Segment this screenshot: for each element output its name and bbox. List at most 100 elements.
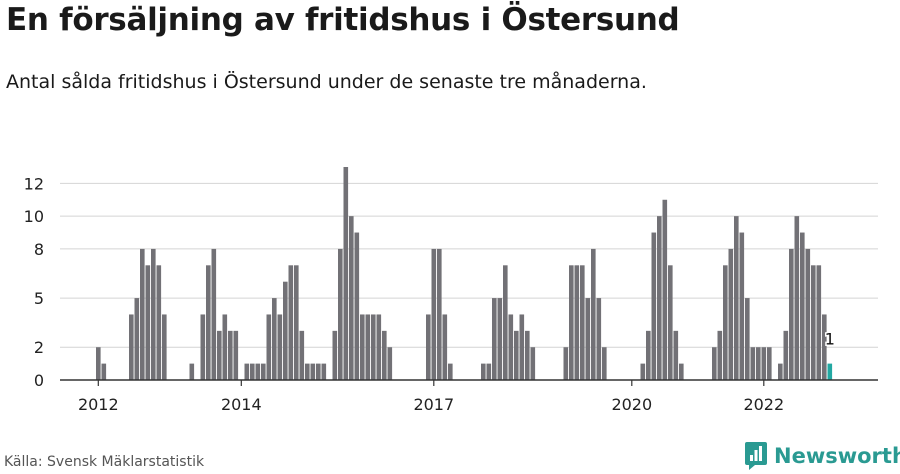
bar	[365, 314, 371, 380]
y-tick-label: 2	[34, 338, 44, 357]
bar	[332, 330, 338, 380]
bar	[591, 248, 596, 380]
bar	[712, 347, 717, 380]
bar	[723, 265, 728, 380]
bar	[497, 298, 503, 380]
bar	[217, 330, 222, 380]
bar	[508, 314, 514, 380]
bar	[503, 265, 508, 380]
bar	[244, 363, 250, 380]
bar	[734, 216, 739, 380]
bar	[426, 314, 431, 380]
bar	[585, 298, 591, 380]
bar	[717, 330, 723, 380]
bar	[431, 248, 437, 380]
bar	[640, 363, 646, 380]
bar	[651, 232, 657, 380]
bar	[261, 363, 266, 380]
bar	[101, 363, 107, 380]
bar	[250, 363, 255, 380]
bar	[200, 314, 206, 380]
bar	[96, 347, 101, 380]
bar	[767, 347, 772, 380]
bar	[519, 314, 525, 380]
bar	[211, 248, 217, 380]
bar	[266, 314, 272, 380]
y-tick-label: 12	[24, 174, 44, 193]
bar	[349, 216, 354, 380]
bar	[448, 363, 453, 380]
bar	[233, 330, 239, 380]
bar	[492, 298, 497, 380]
bar	[189, 363, 195, 380]
bar	[789, 248, 794, 380]
bar	[602, 347, 607, 380]
bar	[783, 330, 789, 380]
bar	[272, 298, 277, 380]
bar	[354, 232, 360, 380]
bar	[162, 314, 167, 380]
bar	[376, 314, 382, 380]
data-label: 1	[825, 330, 835, 349]
bar	[569, 265, 574, 380]
bar	[822, 314, 827, 380]
bar	[816, 265, 822, 380]
bar	[525, 330, 530, 380]
y-tick-label: 8	[34, 240, 44, 259]
bar	[756, 347, 761, 380]
newsworthy-logo-icon	[745, 442, 767, 470]
bar	[299, 330, 305, 380]
bar	[657, 216, 662, 380]
bar	[486, 363, 492, 380]
bar	[129, 314, 134, 380]
bar	[662, 199, 668, 380]
chart-subtitle: Antal sålda fritidshus i Östersund under…	[6, 71, 647, 93]
bar	[481, 363, 486, 380]
bar	[294, 265, 299, 380]
bar	[596, 298, 602, 380]
bar	[338, 248, 343, 380]
bar	[679, 363, 684, 380]
bar	[778, 363, 783, 380]
bar	[574, 265, 580, 380]
bar	[360, 314, 365, 380]
brand[interactable]: Newsworthy	[744, 441, 900, 471]
bar	[321, 363, 327, 380]
bar	[156, 265, 162, 380]
bar	[343, 167, 349, 380]
x-tick-label: 2012	[78, 395, 119, 414]
bar	[228, 330, 233, 380]
bar	[800, 232, 805, 380]
bar	[745, 298, 750, 380]
bar-highlight	[827, 363, 833, 380]
y-tick-label: 0	[34, 371, 44, 390]
bar	[283, 281, 288, 380]
bar	[310, 363, 316, 380]
x-tick-label: 2014	[221, 395, 262, 414]
bar	[442, 314, 448, 380]
bar	[673, 330, 679, 380]
bar	[437, 248, 442, 380]
bar	[382, 330, 387, 380]
bar	[134, 298, 140, 380]
bar	[514, 330, 519, 380]
x-tick-label: 2020	[611, 395, 652, 414]
chart-title: En försäljning av fritidshus i Östersund	[6, 2, 680, 38]
bar	[728, 248, 734, 380]
bar	[563, 347, 569, 380]
bar	[750, 347, 756, 380]
bar	[151, 248, 156, 380]
bar	[387, 347, 393, 380]
bar	[668, 265, 673, 380]
bar	[580, 265, 585, 380]
bar	[255, 363, 261, 380]
y-tick-label: 5	[34, 289, 44, 308]
bar	[222, 314, 228, 380]
bar	[206, 265, 211, 380]
bar	[805, 248, 811, 380]
bar	[530, 347, 536, 380]
bar	[316, 363, 321, 380]
bar	[794, 216, 800, 380]
x-tick-label: 2017	[413, 395, 454, 414]
bar	[646, 330, 651, 380]
